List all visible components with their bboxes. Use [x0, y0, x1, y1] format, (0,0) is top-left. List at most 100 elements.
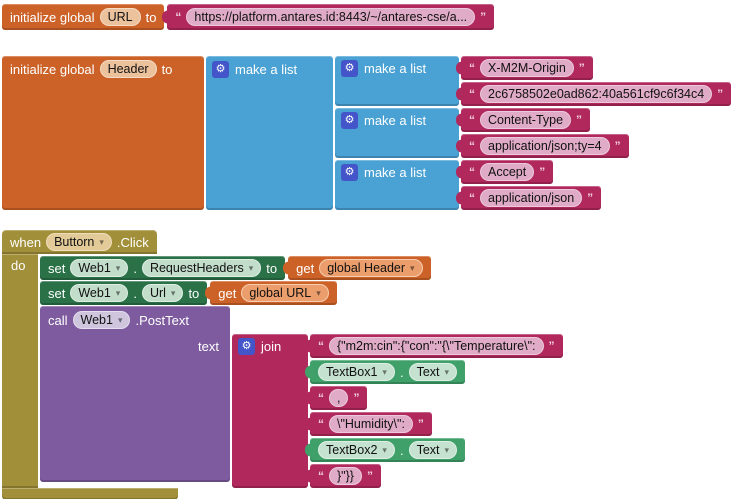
open-quote: “ — [318, 339, 324, 353]
open-quote: “ — [469, 87, 475, 101]
string-block[interactable]: “ application/json;ty=4 ” — [461, 134, 629, 158]
mutator-gear-icon[interactable]: ⚙ — [238, 337, 255, 355]
dropdown-arrow-icon: ▾ — [99, 236, 104, 247]
get-global-url-block[interactable]: get global URL ▾ — [210, 281, 337, 305]
inner-make-a-list-block[interactable]: ⚙ make a list — [335, 160, 459, 210]
string-block[interactable]: “ application/json ” — [461, 186, 602, 210]
inner-make-a-list-block[interactable]: ⚙ make a list — [335, 108, 459, 158]
close-quote: ” — [578, 61, 585, 75]
string-block[interactable]: “ Content-Type ” — [461, 108, 591, 132]
set-label: set — [48, 260, 66, 276]
variable-name-field[interactable]: Header — [99, 60, 157, 78]
property-dropdown[interactable]: RequestHeaders ▾ — [141, 259, 262, 277]
join-label: join — [261, 338, 282, 354]
variable-dropdown[interactable]: global Header ▾ — [319, 259, 423, 277]
dropdown-arrow-icon: ▾ — [444, 366, 450, 377]
make-a-list-label: make a list — [364, 60, 427, 76]
open-quote: “ — [318, 417, 324, 431]
component-dropdown[interactable]: Web1 ▾ — [72, 311, 131, 329]
join-block[interactable]: ⚙ join “ {"m2m:cin":{"con":"{\"Temperatu… — [232, 334, 563, 488]
string-input[interactable]: application/json;ty=4 — [480, 137, 610, 155]
open-quote: “ — [469, 113, 475, 127]
init-global-url-block[interactable]: initialize global URL to — [2, 4, 165, 30]
property-dropdown[interactable]: Text ▾ — [408, 363, 458, 381]
component-dropdown[interactable]: Buttorn ▾ — [46, 233, 112, 251]
outer-make-a-list-block[interactable]: ⚙ make a list — [206, 56, 333, 210]
variable-dropdown[interactable]: global URL ▾ — [241, 284, 329, 302]
string-block[interactable]: “ 2c6758502e0ad862:40a561cf9c6f34c4 ” — [461, 82, 732, 106]
set-requestheaders-block[interactable]: set Web1 ▾ . RequestHeaders ▾ to — [40, 256, 286, 280]
url-string-block[interactable]: “ https://platform.antares.id:8443/~/ant… — [167, 4, 495, 30]
get-label: get — [296, 260, 315, 276]
set-url-row: set Web1 ▾ . Url ▾ to get — [40, 281, 563, 305]
call-posttext-block[interactable]: call Web1 ▾ .PostText text — [40, 306, 230, 482]
string-block[interactable]: “ Accept ” — [461, 160, 554, 184]
initialize-global-label: initialize global — [10, 61, 95, 77]
close-quote: ” — [480, 10, 487, 24]
string-block[interactable]: “ \"Humidity\": ” — [310, 412, 432, 436]
close-quote: ” — [614, 139, 621, 153]
property-dropdown[interactable]: Url ▾ — [141, 284, 184, 302]
property-dropdown[interactable]: Text ▾ — [408, 441, 458, 459]
to-label: to — [161, 61, 173, 77]
close-quote: ” — [539, 165, 546, 179]
event-label: .Click — [116, 234, 149, 250]
inner-make-a-list-row: ⚙ make a list “ X-M2M-Origin ” “ 2c67585… — [335, 56, 732, 106]
close-quote: ” — [548, 339, 555, 353]
when-label: when — [10, 234, 42, 250]
mutator-gear-icon[interactable]: ⚙ — [341, 163, 358, 181]
dropdown-arrow-icon: ▾ — [444, 444, 450, 455]
open-quote: “ — [318, 391, 324, 405]
string-input[interactable]: X-M2M-Origin — [480, 59, 574, 77]
when-event-header[interactable]: when Buttorn ▾ .Click — [2, 230, 157, 254]
mutator-gear-icon[interactable]: ⚙ — [212, 60, 229, 78]
close-quote: ” — [417, 417, 424, 431]
make-a-list-label: make a list — [364, 164, 427, 180]
close-quote: ” — [576, 113, 583, 127]
set-label: set — [48, 285, 66, 301]
string-input[interactable]: }"}} — [329, 467, 362, 485]
string-input[interactable]: 2c6758502e0ad862:40a561cf9c6f34c4 — [480, 85, 713, 103]
string-input[interactable]: , — [329, 389, 349, 407]
variable-name-field[interactable]: URL — [99, 8, 141, 26]
textbox2-text-getter-block[interactable]: TextBox2 ▾ . Text ▾ — [310, 438, 466, 462]
dot-separator: . — [399, 442, 404, 458]
string-block[interactable]: “ }"}} ” — [310, 464, 381, 488]
init-header-block-group: initialize global Header to ⚙ make a lis… — [2, 56, 732, 210]
make-a-list-label: make a list — [364, 112, 427, 128]
string-input[interactable]: Content-Type — [480, 111, 572, 129]
dropdown-arrow-icon: ▾ — [170, 287, 176, 298]
string-block[interactable]: “ X-M2M-Origin ” — [461, 56, 593, 80]
string-input[interactable]: {"m2m:cin":{"con":"{\"Temperature\": — [329, 337, 544, 355]
init-global-header-block[interactable]: initialize global Header to — [2, 56, 204, 210]
to-label: to — [145, 9, 157, 25]
string-block[interactable]: “ {"m2m:cin":{"con":"{\"Temperature\": ” — [310, 334, 563, 358]
string-input[interactable]: application/json — [480, 189, 583, 207]
inner-make-a-list-row: ⚙ make a list “ Content-Type ” “ applica… — [335, 108, 731, 158]
join-body[interactable]: ⚙ join — [232, 334, 308, 488]
mutator-gear-icon[interactable]: ⚙ — [341, 59, 358, 77]
component-dropdown[interactable]: TextBox2 ▾ — [318, 441, 395, 459]
call-label: call — [48, 312, 68, 328]
when-block-bottom-bar[interactable] — [2, 488, 178, 499]
url-string-input[interactable]: https://platform.antares.id:8443/~/antar… — [186, 8, 476, 26]
get-global-header-block[interactable]: get global Header ▾ — [288, 256, 431, 280]
mutator-gear-icon[interactable]: ⚙ — [341, 111, 358, 129]
string-block[interactable]: “ , ” — [310, 386, 368, 410]
open-quote: “ — [469, 165, 475, 179]
dropdown-arrow-icon: ▾ — [248, 262, 254, 273]
component-dropdown[interactable]: Web1 ▾ — [70, 284, 129, 302]
make-a-list-label: make a list — [235, 61, 298, 77]
open-quote: “ — [175, 10, 182, 24]
component-dropdown[interactable]: TextBox1 ▾ — [318, 363, 395, 381]
dropdown-arrow-icon: ▾ — [410, 262, 415, 273]
string-input[interactable]: Accept — [480, 163, 535, 181]
do-rail[interactable]: do — [2, 254, 38, 488]
inner-make-a-list-block[interactable]: ⚙ make a list — [335, 56, 459, 106]
component-dropdown[interactable]: Web1 ▾ — [70, 259, 129, 277]
string-input[interactable]: \"Humidity\": — [329, 415, 413, 433]
open-quote: “ — [469, 139, 475, 153]
textbox1-text-getter-block[interactable]: TextBox1 ▾ . Text ▾ — [310, 360, 466, 384]
set-url-block[interactable]: set Web1 ▾ . Url ▾ to — [40, 281, 208, 305]
